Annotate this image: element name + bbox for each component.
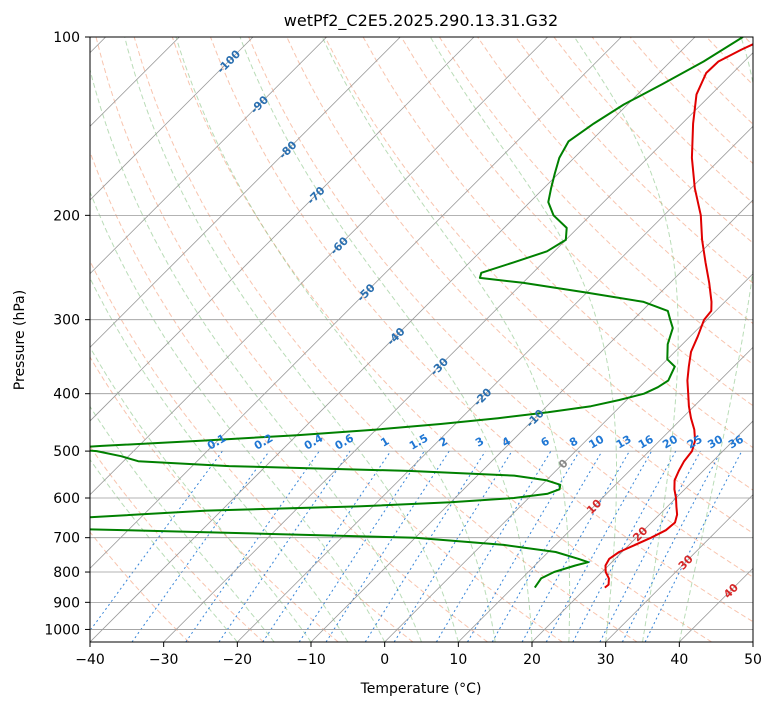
mixing-ratio-line bbox=[621, 450, 722, 642]
profile-lines bbox=[90, 37, 753, 589]
y-tick-label: 400 bbox=[53, 387, 80, 403]
moist-adiabat bbox=[573, 37, 679, 642]
dry-adiabat bbox=[248, 37, 753, 578]
moist-adiabat bbox=[90, 67, 422, 642]
axis-ticks: −40 −30 −20 −10 0 10 20 30 40 50 100 200 300 400 500 60… bbox=[44, 30, 762, 668]
dewpoint-profile-line bbox=[90, 37, 744, 589]
isotherm-line bbox=[90, 37, 401, 348]
dry-adiabat bbox=[400, 37, 753, 407]
dry-adiabat bbox=[90, 445, 264, 642]
x-tick-label: 0 bbox=[380, 652, 389, 668]
isotherm-line bbox=[90, 37, 475, 422]
mixing-ratio-line bbox=[545, 450, 653, 642]
x-tick-label: 50 bbox=[744, 652, 762, 668]
x-axis-label: Temperature (°C) bbox=[360, 681, 482, 697]
y-tick-label: 900 bbox=[53, 595, 80, 611]
y-tick-label: 1000 bbox=[44, 622, 80, 638]
isotherm-line bbox=[237, 125, 753, 642]
moist-adiabat bbox=[429, 37, 617, 642]
mixing-ratio-line bbox=[644, 450, 743, 642]
dry-adiabat bbox=[90, 356, 339, 642]
isotherm-line bbox=[90, 37, 696, 642]
mixing-ratio-line bbox=[467, 450, 580, 642]
temperature-profile-line bbox=[604, 43, 753, 589]
isotherm-line bbox=[90, 37, 622, 569]
dry-adiabat bbox=[90, 531, 190, 642]
x-tick-label: −20 bbox=[223, 652, 253, 668]
moist-adiabat bbox=[90, 405, 275, 642]
y-tick-label: 100 bbox=[53, 30, 80, 46]
isotherm-line bbox=[90, 37, 327, 275]
moist-adiabat bbox=[124, 37, 459, 642]
mixing-ratio-line bbox=[185, 450, 320, 642]
mixing-ratio-line bbox=[572, 450, 677, 642]
moist-adiabat bbox=[239, 37, 533, 642]
moist-adiabat bbox=[678, 37, 753, 642]
mixing-ratio-line bbox=[599, 450, 701, 642]
dry-adiabat bbox=[438, 37, 753, 366]
x-tick-label: 10 bbox=[449, 652, 467, 668]
mixing-ratio-line bbox=[435, 450, 552, 642]
moist-adiabat bbox=[175, 37, 496, 642]
gridlines bbox=[90, 37, 753, 642]
isotherm-line bbox=[458, 346, 753, 642]
isotherm-line bbox=[310, 199, 753, 642]
y-axis-label: Pressure (hPa) bbox=[12, 290, 28, 390]
isotherm-line bbox=[90, 37, 254, 201]
moist-adiabat bbox=[90, 190, 386, 642]
chart-title: wetPf2_C2E5.2025.290.13.31.G32 bbox=[284, 11, 558, 31]
x-tick-label: −30 bbox=[149, 652, 179, 668]
mixing-ratio-line bbox=[90, 450, 223, 632]
mixing-ratio-line bbox=[298, 450, 425, 642]
plot-frame bbox=[89, 36, 754, 643]
x-tick-label: 30 bbox=[597, 652, 615, 668]
y-tick-label: 600 bbox=[53, 491, 80, 507]
y-tick-label: 500 bbox=[53, 444, 80, 460]
dry-adiabat bbox=[171, 37, 712, 642]
mixing-ratio-line bbox=[325, 450, 450, 642]
mixing-ratio-line bbox=[521, 450, 630, 642]
isotherm-line bbox=[605, 494, 753, 642]
y-tick-label: 800 bbox=[53, 565, 80, 581]
isotherm-line bbox=[384, 273, 753, 642]
moist-adiabat bbox=[90, 458, 238, 642]
y-tick-label: 300 bbox=[53, 313, 80, 329]
isotherm-line bbox=[531, 420, 753, 642]
isotherm-line bbox=[90, 37, 548, 496]
y-tick-label: 200 bbox=[53, 208, 80, 224]
x-tick-label: −10 bbox=[296, 652, 326, 668]
mixing-ratio-line bbox=[393, 450, 513, 642]
background-lines bbox=[90, 37, 753, 642]
isotherm-line bbox=[163, 52, 753, 642]
dry-adiabat bbox=[95, 37, 563, 642]
mixing-ratio-line bbox=[491, 450, 603, 642]
dry-adiabat bbox=[515, 37, 753, 284]
dry-adiabat bbox=[133, 37, 638, 642]
mixing-ratio-line bbox=[364, 450, 486, 642]
moist-adiabat bbox=[321, 37, 571, 642]
x-tick-label: 40 bbox=[670, 652, 688, 668]
x-tick-label: 20 bbox=[523, 652, 541, 668]
x-tick-label: −40 bbox=[75, 652, 105, 668]
dry-adiabat bbox=[90, 150, 488, 642]
y-tick-label: 700 bbox=[53, 531, 80, 547]
moist-adiabat bbox=[90, 276, 349, 642]
